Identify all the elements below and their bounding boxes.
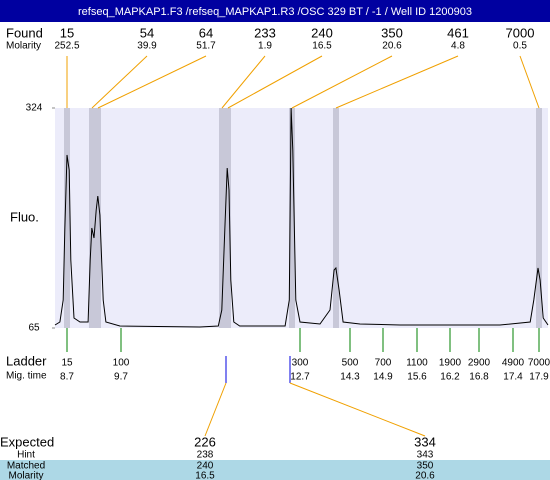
- found-size: 7000: [506, 25, 535, 40]
- ladder-time: 12.7: [290, 372, 310, 383]
- ladder-label: Ladder: [6, 353, 47, 368]
- found-molarity: 4.8: [451, 41, 465, 52]
- ladder-size: 500: [342, 358, 359, 369]
- peak-band: [289, 108, 295, 328]
- expected-connector: [289, 382, 426, 437]
- matched-band: [0, 460, 550, 480]
- ladder-time: 17.9: [529, 372, 549, 383]
- found-molarity: 252.5: [54, 41, 79, 52]
- peak-connector: [335, 55, 459, 109]
- found-molarity: 0.5: [513, 41, 527, 52]
- hint-label: Hint: [17, 450, 35, 461]
- found-size: 233: [254, 25, 276, 40]
- ladder-size: 4900: [502, 358, 525, 369]
- ladder-size: 700: [375, 358, 392, 369]
- peak-band: [95, 108, 101, 328]
- peak-band: [219, 108, 225, 328]
- expected-label: Expected: [0, 434, 54, 449]
- peak-connector: [221, 55, 266, 109]
- ladder-time: 14.3: [340, 372, 360, 383]
- ladder-size: 7000: [528, 358, 550, 369]
- found-size: 350: [381, 25, 403, 40]
- found-size: 54: [140, 25, 154, 40]
- ladder-size: 1900: [439, 358, 462, 369]
- found-size: 461: [447, 25, 469, 40]
- y-tick-label: 324: [26, 103, 43, 114]
- matched-size: 350: [417, 461, 434, 472]
- plot-area: [55, 108, 548, 328]
- trace: [54, 107, 549, 328]
- hint-size: 343: [417, 450, 434, 461]
- molarity-label: Molarity: [6, 41, 41, 52]
- found-size: 240: [311, 25, 333, 40]
- found-molarity: 39.9: [137, 41, 157, 52]
- ladder-time: 17.4: [503, 372, 523, 383]
- peak-connector: [291, 55, 393, 109]
- found-molarity: 20.6: [382, 41, 402, 52]
- y-axis-label: Fluo.: [10, 209, 39, 224]
- found-size: 64: [199, 25, 213, 40]
- expected-size: 334: [414, 434, 436, 449]
- peak-connector: [97, 55, 207, 109]
- ladder-size: 2900: [468, 358, 491, 369]
- matched-size: 240: [197, 461, 214, 472]
- matched-molarity: 20.6: [415, 471, 435, 480]
- peak-band: [536, 108, 542, 328]
- peak-band: [333, 108, 339, 328]
- ladder-size: 15: [61, 358, 73, 369]
- expected-size: 226: [194, 434, 216, 449]
- ladder-time: 14.9: [373, 372, 393, 383]
- header-bar: [0, 0, 550, 22]
- peak-band: [89, 108, 95, 328]
- peak-connector: [227, 55, 323, 109]
- matched-molarity: 16.5: [195, 471, 215, 480]
- hint-size: 238: [197, 450, 214, 461]
- ladder-time: 8.7: [60, 372, 74, 383]
- molarity-row-label: Molarity: [8, 471, 43, 480]
- ladder-size: 100: [113, 358, 130, 369]
- ladder-size: 1100: [406, 358, 428, 369]
- found-molarity: 1.9: [258, 41, 272, 52]
- ladder-time: 16.2: [440, 372, 460, 383]
- found-label: Found: [6, 25, 43, 40]
- ladder-time: 9.7: [114, 372, 128, 383]
- found-molarity: 16.5: [312, 41, 332, 52]
- ladder-size: 300: [292, 358, 309, 369]
- matched-label: Matched: [7, 461, 45, 472]
- peak-connector: [91, 55, 148, 109]
- expected-connector: [204, 382, 227, 437]
- header-title: refseq_MAPKAP1.F3 /refseq_MAPKAP1.R3 /OS…: [78, 6, 472, 18]
- peak-connector: [519, 55, 540, 109]
- mig-time-label: Mig. time: [6, 371, 47, 382]
- peak-band: [225, 108, 231, 328]
- found-molarity: 51.7: [196, 41, 216, 52]
- y-tick-label: 65: [28, 323, 40, 334]
- ladder-time: 15.6: [407, 372, 427, 383]
- found-size: 15: [60, 25, 74, 40]
- ladder-time: 16.8: [469, 372, 489, 383]
- peak-band: [64, 108, 70, 328]
